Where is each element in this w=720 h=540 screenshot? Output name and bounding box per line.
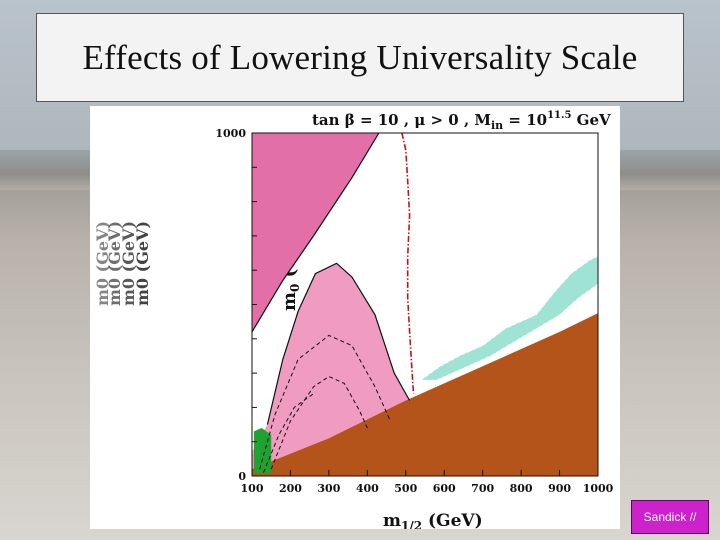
higgs-contour [401, 133, 415, 394]
ghost-ylabels: m0 (GeV)m0 (GeV)m0 (GeV)m0 (GeV) [93, 221, 152, 306]
x-axis-label: m1/2 (GeV) [383, 511, 483, 529]
presenter-badge: Sandick // [631, 500, 709, 534]
presenter-badge-text: Sandick // [643, 510, 697, 524]
x-tick-label-600: 600 [433, 482, 456, 495]
ghost-ylabel-1: m0 (GeV) [93, 221, 112, 306]
dashed-contour-1 [259, 334, 391, 470]
region-relic-density [421, 256, 598, 380]
x-tick-label-400: 400 [356, 482, 379, 495]
x-tick-label-1000: 1000 [583, 482, 614, 495]
ghost-ylabel-3: m0 (GeV) [119, 221, 138, 306]
y-tick-label-1000: 1000 [215, 127, 246, 140]
ghost-ylabel-2: m0 (GeV) [105, 221, 124, 306]
y-tick-label-0: 0 [238, 470, 246, 483]
plot-area: 100 200 300 400 500 600 700 800 900 1000 0 1000 [215, 127, 613, 495]
x-tick-label-100: 100 [241, 482, 264, 495]
dashed-contour-3 [263, 393, 314, 473]
plot-panel: tan β = 10 , μ > 0 , Min = 1011.5 GeV m0… [90, 106, 620, 529]
region-g-minus-2 [252, 263, 410, 470]
x-tick-label-800: 800 [510, 482, 533, 495]
x-tick-label-300: 300 [317, 482, 340, 495]
chart-annotation: tan β = 10 , μ > 0 , Min = 1011.5 GeV [312, 110, 611, 132]
region-stau-lsp [252, 313, 598, 476]
ghost-ylabel-4: m0 (GeV) [133, 221, 152, 306]
parameter-space-chart: tan β = 10 , μ > 0 , Min = 1011.5 GeV m0… [93, 110, 614, 529]
slide-title: Effects of Lowering Universality Scale [82, 37, 638, 77]
x-tick-label-500: 500 [394, 482, 417, 495]
boundary-g-minus-2-edge [266, 262, 411, 425]
x-tick-label-200: 200 [279, 482, 302, 495]
boundary-tachyonic-edge [252, 133, 380, 333]
region-bsg [253, 428, 272, 474]
plot-regions [252, 133, 598, 476]
dashed-contour-2 [270, 375, 368, 470]
title-box: Effects of Lowering Universality Scale [36, 13, 684, 102]
x-tick-label-700: 700 [471, 482, 494, 495]
x-tick-label-900: 900 [548, 482, 571, 495]
